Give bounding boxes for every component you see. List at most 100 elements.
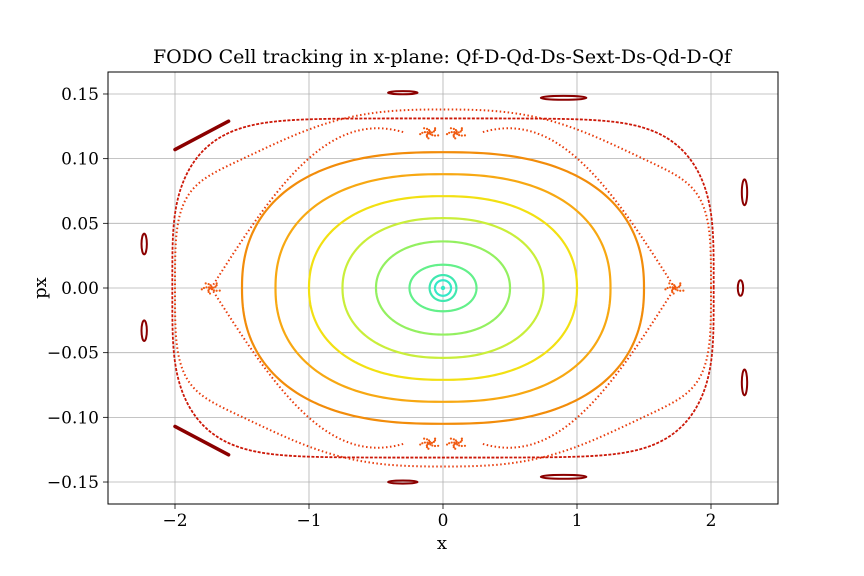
orbit-8 bbox=[240, 151, 646, 425]
y-tick-label: 0.15 bbox=[61, 85, 99, 105]
resonance-cluster-4 bbox=[419, 437, 440, 450]
resonance-point bbox=[458, 444, 461, 447]
x-tick-label: 2 bbox=[706, 511, 717, 531]
resonance-point bbox=[449, 127, 453, 130]
orbit-2 bbox=[428, 273, 458, 303]
outer-orbit bbox=[171, 117, 715, 459]
y-tick-label: 0.10 bbox=[61, 150, 99, 170]
resonance-point bbox=[459, 440, 462, 444]
resonance-point bbox=[676, 289, 679, 292]
island-7 bbox=[539, 94, 588, 101]
resonance-point bbox=[419, 443, 422, 446]
resonance-point bbox=[425, 438, 429, 441]
x-axis-label: x bbox=[437, 533, 447, 554]
resonance-point bbox=[432, 130, 435, 133]
resonance-point bbox=[431, 133, 434, 137]
resonance-point bbox=[445, 133, 449, 136]
resonance-point bbox=[218, 289, 221, 292]
island-3 bbox=[740, 178, 749, 207]
resonance-point bbox=[431, 444, 434, 447]
island-5 bbox=[387, 90, 419, 96]
resonance-point bbox=[455, 442, 458, 445]
resonance-point bbox=[450, 131, 453, 134]
resonance-point bbox=[449, 437, 453, 440]
resonance-cluster-3 bbox=[445, 127, 467, 140]
separatrix-lobe bbox=[480, 287, 676, 449]
resonance-point bbox=[423, 441, 427, 444]
resonance-point bbox=[452, 135, 455, 138]
y-tick-label: 0.00 bbox=[61, 279, 99, 299]
resonance-point bbox=[448, 131, 451, 134]
resonance-point bbox=[460, 439, 463, 442]
resonance-point bbox=[450, 441, 453, 444]
resonance-point bbox=[455, 131, 458, 134]
resonance-point bbox=[200, 288, 203, 291]
resonance-point bbox=[419, 133, 422, 136]
x-tick-label: 1 bbox=[572, 511, 583, 531]
resonance-point bbox=[670, 289, 674, 292]
resonance-point bbox=[437, 134, 440, 137]
orbit-1 bbox=[433, 279, 453, 297]
resonance-point bbox=[676, 286, 679, 289]
resonance-point bbox=[460, 128, 463, 132]
resonance-point bbox=[215, 289, 218, 292]
separatrix bbox=[173, 108, 713, 468]
y-axis-label: px bbox=[30, 277, 51, 299]
resonance-point bbox=[679, 289, 682, 292]
chart-title: FODO Cell tracking in x-plane: Qf-D-Qd-D… bbox=[153, 46, 733, 68]
island-arc-0 bbox=[173, 119, 231, 152]
resonance-point bbox=[208, 292, 212, 295]
resonance-point bbox=[460, 437, 463, 440]
resonance-point bbox=[669, 286, 672, 289]
resonance-point bbox=[430, 441, 434, 444]
resonance-point bbox=[430, 131, 434, 134]
island-arc-1 bbox=[173, 424, 231, 457]
resonance-point bbox=[454, 128, 457, 132]
resonance-cluster-5 bbox=[445, 437, 467, 450]
resonance-point bbox=[428, 131, 431, 134]
island-6 bbox=[387, 479, 419, 485]
resonance-point bbox=[448, 442, 451, 445]
plot-area bbox=[140, 90, 749, 485]
resonance-point bbox=[682, 289, 685, 292]
resonance-point bbox=[454, 137, 457, 140]
resonance-point bbox=[433, 437, 437, 440]
island-4 bbox=[740, 368, 749, 397]
resonance-cluster-0 bbox=[200, 282, 221, 295]
resonance-point bbox=[457, 131, 460, 134]
axis-ticks: −2 −1 0 1 2 −0.15 −0.10 −0.05 0.00 0.05 0.10 0.15 bbox=[47, 85, 717, 531]
x-tick-label: −2 bbox=[162, 511, 187, 531]
island-0 bbox=[140, 232, 148, 256]
orbit-7 bbox=[274, 173, 612, 403]
resonance-point bbox=[671, 290, 674, 294]
resonance-point bbox=[427, 439, 431, 442]
island-2 bbox=[736, 279, 745, 297]
resonance-point bbox=[459, 130, 462, 133]
resonance-point bbox=[437, 444, 440, 447]
resonance-point bbox=[207, 289, 210, 292]
resonance-point bbox=[421, 131, 424, 134]
resonance-point bbox=[433, 439, 437, 442]
orbit-4 bbox=[374, 240, 512, 336]
resonance-point bbox=[214, 285, 217, 288]
resonance-point bbox=[423, 127, 426, 130]
resonance-point bbox=[428, 442, 431, 445]
resonance-point bbox=[207, 290, 210, 294]
orbit-3 bbox=[408, 263, 478, 313]
x-tick-label: 0 bbox=[438, 511, 449, 531]
resonance-point bbox=[452, 446, 455, 449]
resonance-point bbox=[433, 127, 437, 130]
resonance-point bbox=[212, 286, 215, 289]
resonance-point bbox=[421, 442, 424, 445]
y-tick-label: −0.15 bbox=[47, 473, 99, 493]
x-tick-label: −1 bbox=[296, 511, 321, 531]
resonance-point bbox=[445, 443, 449, 446]
resonance-point bbox=[664, 288, 667, 291]
resonance-point bbox=[425, 135, 429, 138]
resonance-point bbox=[207, 282, 210, 286]
resonance-point bbox=[452, 444, 455, 447]
resonance-point bbox=[679, 282, 682, 285]
resonance-point bbox=[210, 286, 213, 290]
resonance-point bbox=[460, 127, 463, 130]
